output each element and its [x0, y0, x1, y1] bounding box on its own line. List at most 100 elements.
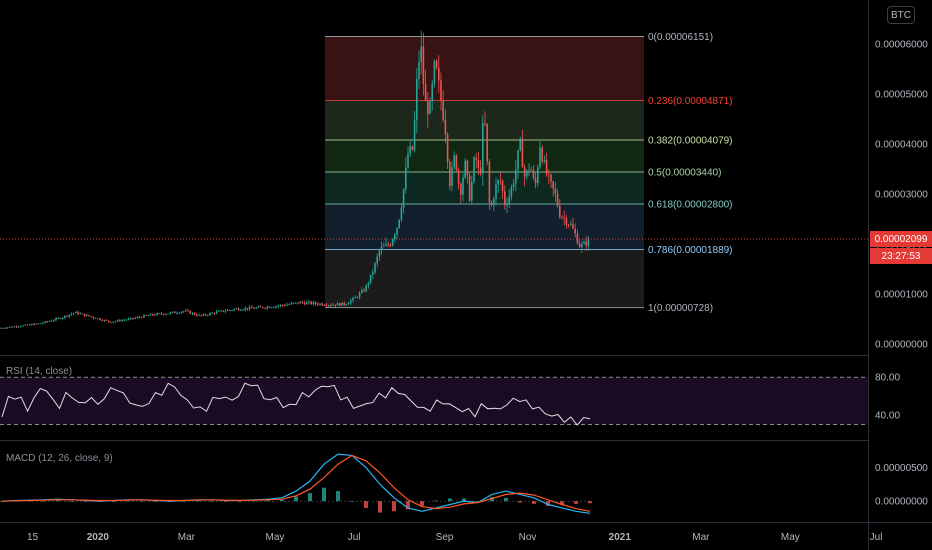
- candle-body: [372, 272, 374, 275]
- candle-body: [154, 314, 156, 316]
- candle-body: [378, 250, 381, 257]
- macd-histogram-bar: [336, 491, 340, 502]
- candle-body: [559, 205, 561, 217]
- candle-body: [387, 243, 389, 246]
- candle-body: [268, 306, 271, 308]
- candle-body: [253, 307, 255, 309]
- candle-body: [31, 324, 33, 326]
- candle-body: [497, 180, 499, 185]
- candle-body: [398, 219, 400, 228]
- macd-histogram-bar: [84, 501, 88, 502]
- candle-body: [130, 317, 132, 319]
- fib-zone: [325, 140, 644, 172]
- candle-body: [475, 157, 477, 160]
- macd-label[interactable]: MACD (12, 26, close, 9): [6, 453, 113, 464]
- candle-body: [275, 306, 277, 308]
- candle-body: [319, 303, 321, 305]
- candle-body: [180, 311, 183, 313]
- candle-body: [88, 314, 90, 317]
- candle-body: [301, 301, 304, 303]
- currency-badge[interactable]: BTC: [887, 6, 915, 24]
- candle-body: [457, 170, 460, 184]
- candle-body: [20, 326, 22, 328]
- candle-body: [352, 297, 354, 301]
- candle-body: [328, 305, 330, 306]
- candle-body: [530, 169, 532, 171]
- candle-body: [37, 323, 40, 325]
- candle-body: [451, 167, 453, 187]
- candle-body: [259, 306, 262, 308]
- candle-body: [519, 138, 521, 151]
- macd-histogram-bar: [280, 499, 284, 502]
- candle-body: [152, 313, 154, 315]
- macd-histogram-bar: [420, 501, 424, 506]
- macd-histogram-bar: [350, 501, 354, 502]
- candle-body: [251, 306, 253, 308]
- candle-body: [290, 303, 293, 305]
- candle-body: [523, 167, 526, 177]
- candle-body: [4, 327, 7, 329]
- candle-body: [374, 263, 376, 273]
- candle-body: [264, 307, 266, 309]
- macd-histogram-bar: [588, 501, 592, 504]
- candle-body: [15, 326, 18, 328]
- candle-body: [515, 169, 517, 184]
- candle-body: [385, 243, 387, 246]
- candle-body: [303, 302, 306, 305]
- candle-body: [490, 202, 493, 206]
- candle-body: [583, 241, 585, 244]
- candle-body: [345, 304, 348, 306]
- candle-body: [231, 309, 233, 311]
- macd-histogram-bar: [42, 500, 46, 502]
- macd-histogram-bar: [182, 501, 186, 502]
- candle-body: [35, 323, 37, 325]
- candle-body: [233, 308, 235, 310]
- candle-body: [244, 308, 246, 310]
- candle-body: [229, 310, 231, 311]
- macd-histogram-bar: [364, 501, 368, 508]
- fib-level-label: 1(0.00000728): [648, 303, 713, 314]
- macd-histogram-bar: [266, 500, 270, 502]
- candle-body: [57, 318, 59, 319]
- macd-histogram-bar: [448, 498, 452, 502]
- candle-body: [202, 314, 205, 316]
- candle-body: [0, 327, 2, 329]
- candle-body: [550, 174, 552, 182]
- price-axis-label: 0.00005000: [875, 90, 928, 101]
- candle-body: [394, 234, 396, 240]
- candle-body: [28, 324, 31, 326]
- candle-body: [493, 198, 495, 206]
- candle-body: [277, 305, 279, 307]
- candle-body: [420, 46, 422, 62]
- candle-body: [479, 167, 482, 174]
- fib-level-label: 0.618(0.00002800): [648, 200, 733, 211]
- rsi-label[interactable]: RSI (14, close): [6, 366, 73, 377]
- macd-histogram-bar: [392, 501, 396, 512]
- candle-body: [501, 180, 504, 192]
- macd-histogram-bar: [154, 501, 158, 502]
- candle-body: [94, 317, 97, 319]
- macd-histogram-bar: [532, 501, 536, 504]
- candle-body: [196, 314, 198, 316]
- candle-body: [61, 317, 64, 319]
- candle-body: [462, 177, 464, 195]
- time-axis-label: Mar: [178, 532, 196, 543]
- candle-body: [552, 181, 554, 189]
- candle-body: [6, 327, 9, 329]
- macd-axis-label: 0.00000000: [875, 497, 928, 508]
- candle-body: [257, 306, 260, 308]
- candle-body: [86, 314, 88, 316]
- candle-body: [369, 274, 372, 283]
- macd-histogram-bar: [462, 498, 466, 502]
- candle-body: [160, 313, 163, 315]
- fib-zone: [325, 204, 644, 250]
- candle-body: [42, 322, 44, 324]
- candle-body: [286, 304, 288, 306]
- candle-body: [532, 170, 535, 178]
- time-axis-label: Nov: [519, 532, 537, 543]
- candle-body: [508, 196, 510, 205]
- candle-body: [440, 80, 442, 101]
- candle-body: [213, 312, 216, 314]
- macd-histogram-bar: [476, 501, 480, 502]
